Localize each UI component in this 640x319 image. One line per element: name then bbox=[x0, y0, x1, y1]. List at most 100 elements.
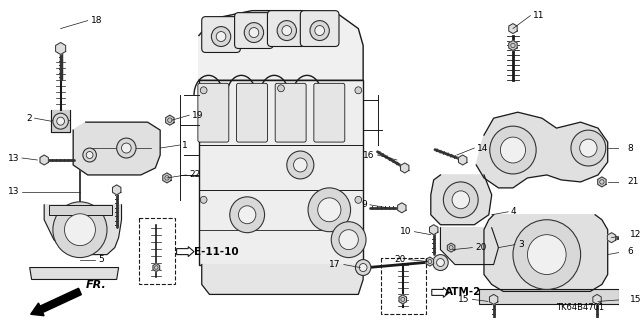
Polygon shape bbox=[447, 243, 455, 252]
Polygon shape bbox=[166, 115, 174, 125]
Text: 6: 6 bbox=[627, 247, 633, 256]
Text: 5: 5 bbox=[99, 255, 104, 264]
Circle shape bbox=[230, 197, 264, 233]
Polygon shape bbox=[484, 215, 608, 292]
Polygon shape bbox=[431, 175, 492, 225]
FancyBboxPatch shape bbox=[237, 83, 268, 142]
Polygon shape bbox=[479, 289, 620, 304]
Circle shape bbox=[239, 206, 256, 224]
Circle shape bbox=[53, 113, 68, 129]
Polygon shape bbox=[429, 225, 438, 235]
Circle shape bbox=[444, 182, 478, 218]
Text: 2: 2 bbox=[26, 114, 31, 123]
Text: 15: 15 bbox=[458, 295, 470, 304]
Polygon shape bbox=[49, 205, 112, 215]
Circle shape bbox=[200, 196, 207, 203]
Polygon shape bbox=[509, 41, 517, 50]
Text: 11: 11 bbox=[533, 11, 545, 20]
Text: 21: 21 bbox=[627, 177, 638, 186]
Polygon shape bbox=[51, 110, 70, 132]
Text: 15: 15 bbox=[630, 295, 640, 304]
Polygon shape bbox=[56, 42, 66, 55]
Polygon shape bbox=[40, 155, 49, 165]
Circle shape bbox=[317, 198, 341, 222]
Polygon shape bbox=[163, 173, 171, 183]
Circle shape bbox=[287, 151, 314, 179]
Polygon shape bbox=[426, 257, 434, 266]
Text: 12: 12 bbox=[630, 230, 640, 239]
Circle shape bbox=[436, 259, 444, 267]
Text: ATM-2: ATM-2 bbox=[445, 287, 482, 297]
Polygon shape bbox=[153, 263, 159, 271]
Polygon shape bbox=[490, 294, 498, 304]
Circle shape bbox=[122, 143, 131, 153]
Polygon shape bbox=[73, 122, 160, 175]
Polygon shape bbox=[29, 268, 118, 279]
Circle shape bbox=[216, 32, 226, 41]
Polygon shape bbox=[458, 155, 467, 165]
FancyBboxPatch shape bbox=[275, 83, 306, 142]
Text: E-11-10: E-11-10 bbox=[194, 247, 239, 256]
Text: 10: 10 bbox=[400, 227, 412, 236]
Circle shape bbox=[86, 152, 93, 159]
Polygon shape bbox=[113, 185, 121, 195]
Polygon shape bbox=[399, 295, 406, 304]
Text: 14: 14 bbox=[477, 144, 488, 152]
FancyBboxPatch shape bbox=[202, 17, 241, 52]
Text: 17: 17 bbox=[330, 260, 341, 269]
Circle shape bbox=[65, 214, 95, 246]
Circle shape bbox=[308, 188, 351, 232]
Circle shape bbox=[211, 26, 231, 47]
Circle shape bbox=[53, 202, 107, 257]
FancyBboxPatch shape bbox=[314, 83, 345, 142]
Polygon shape bbox=[440, 228, 499, 264]
FancyBboxPatch shape bbox=[268, 11, 306, 47]
Circle shape bbox=[244, 23, 264, 42]
Text: 1: 1 bbox=[182, 141, 188, 150]
FancyBboxPatch shape bbox=[198, 83, 228, 142]
Text: 20: 20 bbox=[394, 255, 406, 264]
Text: FR.: FR. bbox=[86, 280, 106, 290]
Circle shape bbox=[513, 220, 580, 289]
Polygon shape bbox=[44, 205, 122, 255]
Text: 13: 13 bbox=[8, 153, 19, 162]
Circle shape bbox=[83, 148, 97, 162]
Circle shape bbox=[310, 21, 330, 41]
Circle shape bbox=[315, 26, 324, 35]
Polygon shape bbox=[199, 80, 363, 264]
Text: 22: 22 bbox=[189, 170, 200, 179]
Circle shape bbox=[580, 139, 597, 157]
Polygon shape bbox=[397, 203, 406, 213]
Circle shape bbox=[527, 235, 566, 274]
Circle shape bbox=[277, 21, 296, 41]
Polygon shape bbox=[593, 294, 601, 304]
Polygon shape bbox=[598, 177, 606, 187]
FancyArrow shape bbox=[432, 287, 449, 297]
Circle shape bbox=[355, 87, 362, 94]
Text: 19: 19 bbox=[192, 111, 204, 120]
Circle shape bbox=[282, 26, 292, 35]
Text: 4: 4 bbox=[511, 207, 516, 216]
Circle shape bbox=[355, 196, 362, 203]
Circle shape bbox=[355, 260, 371, 276]
Circle shape bbox=[500, 137, 525, 163]
Circle shape bbox=[116, 138, 136, 158]
Polygon shape bbox=[199, 11, 363, 80]
Polygon shape bbox=[509, 24, 517, 33]
Polygon shape bbox=[476, 112, 608, 188]
Polygon shape bbox=[202, 264, 363, 294]
FancyArrow shape bbox=[31, 288, 81, 316]
Circle shape bbox=[332, 222, 366, 257]
Text: TK64B4701: TK64B4701 bbox=[556, 303, 605, 312]
Circle shape bbox=[200, 87, 207, 94]
Circle shape bbox=[433, 255, 448, 271]
Text: 3: 3 bbox=[518, 240, 524, 249]
FancyBboxPatch shape bbox=[235, 13, 273, 48]
Circle shape bbox=[452, 191, 470, 209]
FancyArrow shape bbox=[177, 247, 194, 256]
Text: 16: 16 bbox=[364, 151, 375, 160]
Circle shape bbox=[278, 85, 284, 92]
FancyBboxPatch shape bbox=[300, 11, 339, 47]
Text: 18: 18 bbox=[91, 16, 102, 25]
Text: 9: 9 bbox=[361, 200, 367, 209]
